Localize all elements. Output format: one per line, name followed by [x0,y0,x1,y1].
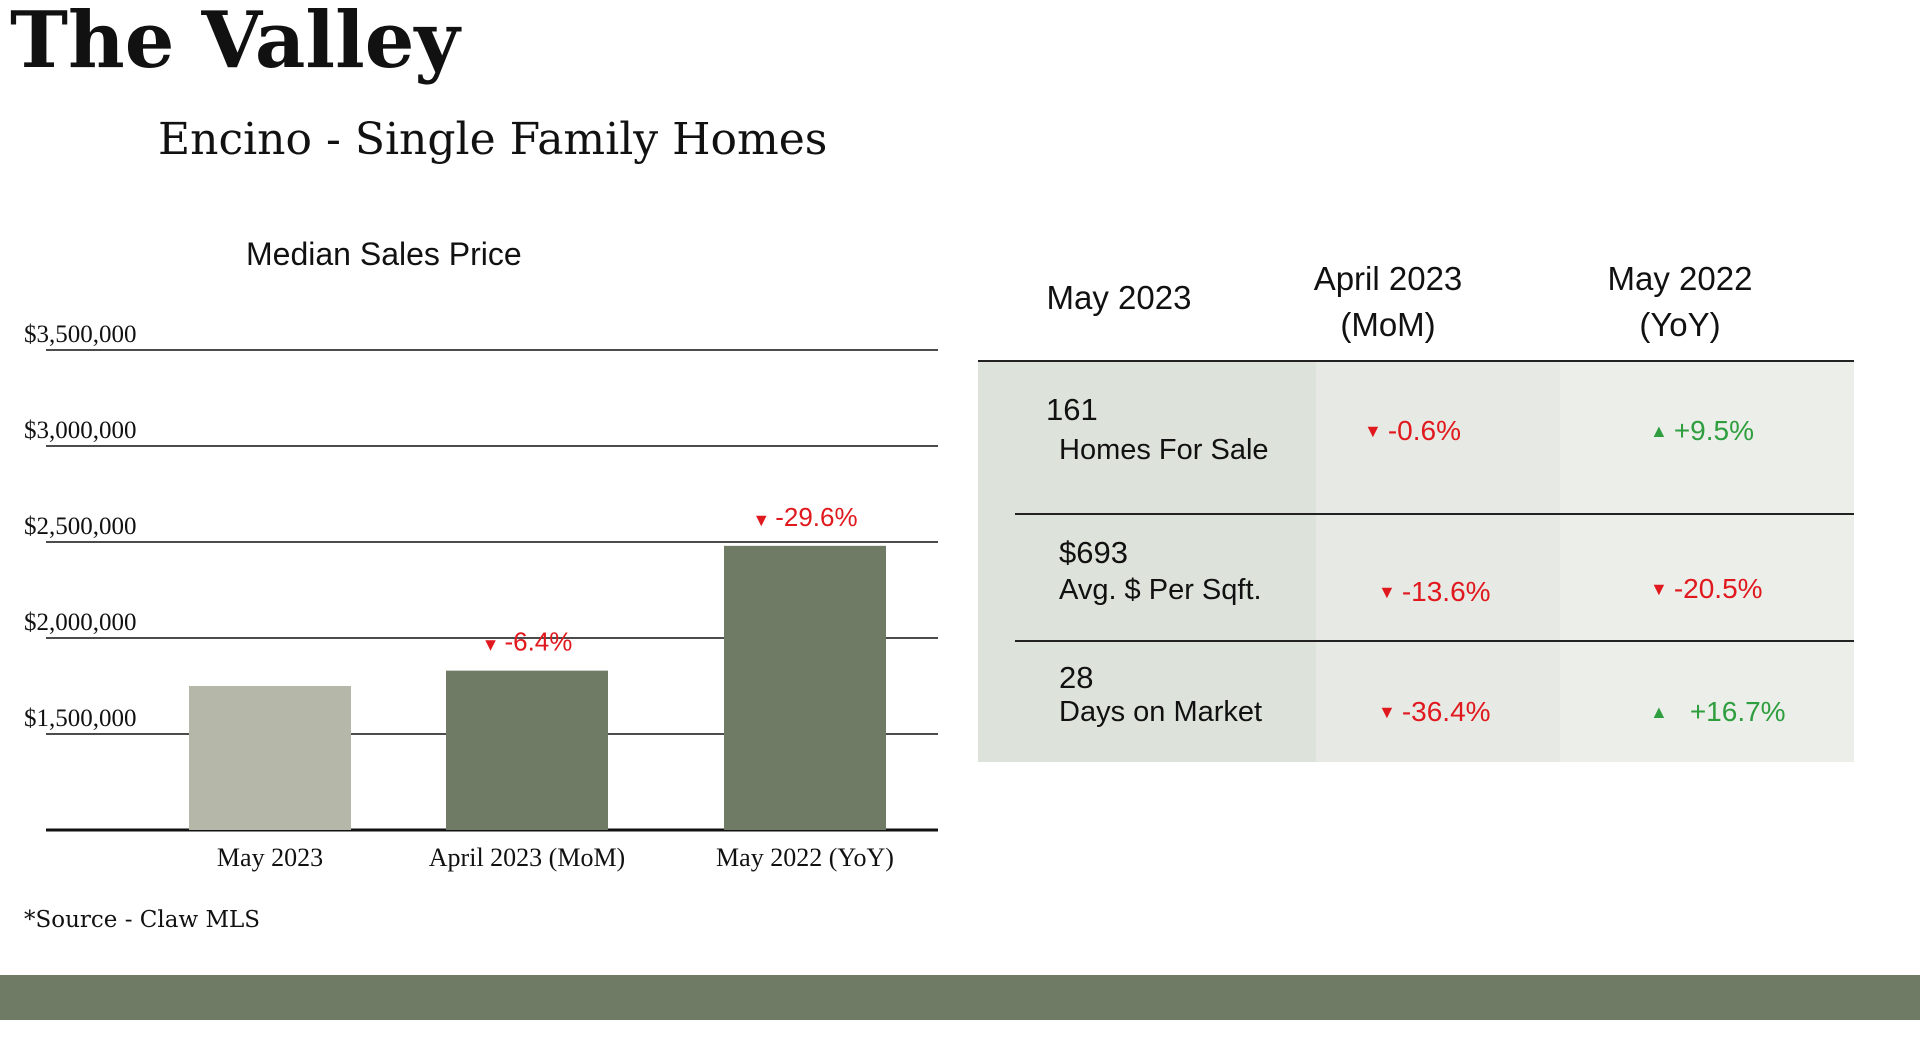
down-arrow-icon: ▼ [1364,421,1382,441]
metric-column-bg [978,362,1316,762]
bar-1 [189,686,351,830]
page-subtitle: Encino - Single Family Homes [158,114,828,165]
price-per-sqft-value: $693 [1059,535,1128,570]
header-divider [978,360,1854,362]
row-divider [1015,640,1854,642]
homes-for-sale-value: 161 [1046,392,1098,427]
price-per-sqft-yoy: ▼ -20.5% [1650,573,1763,605]
days-on-market-label: Days on Market [1059,696,1263,728]
chart-title: Median Sales Price [246,236,522,272]
y-tick-label: $3,000,000 [24,417,137,444]
source-note: *Source - Claw MLS [24,907,261,933]
days-on-market-mom-value: -36.4% [1401,696,1491,727]
price-per-sqft-yoy-value: -20.5% [1673,573,1763,604]
homes-for-sale-mom-value: -0.6% [1387,415,1461,446]
header-current: May 2023 [978,275,1260,321]
x-tick-label: May 2022 (YoY) [716,843,894,872]
data-label-value: -29.6% [775,502,857,532]
header-mom-line2: (MoM) [1340,306,1436,343]
page-title: The Valley [10,0,460,86]
days-on-market-mom: ▼ -36.4% [1378,696,1491,728]
down-arrow-icon: ▼ [1650,579,1668,599]
y-tick-label: $2,000,000 [24,609,137,636]
header-mom: April 2023 (MoM) [1260,256,1516,348]
header-yoy: May 2022 (YoY) [1560,256,1800,348]
homes-for-sale-yoy-value: +9.5% [1673,415,1754,446]
homes-for-sale-mom: ▼ -0.6% [1364,415,1461,447]
homes-for-sale-label: Homes For Sale [1059,434,1269,466]
bar-3 [724,545,886,830]
up-arrow-icon: ▲ [1650,702,1668,722]
yoy-column-bg [1560,362,1854,762]
header-yoy-line2: (YoY) [1639,306,1721,343]
mom-column-bg [1316,362,1560,762]
price-per-sqft-mom-value: -13.6% [1401,576,1491,607]
stats-table: May 2023 April 2023 (MoM) May 2022 (YoY)… [978,250,1854,765]
x-tick-label: April 2023 (MoM) [429,843,625,872]
header-current-label: May 2023 [1046,279,1192,316]
y-tick-label: $3,500,000 [24,321,137,348]
data-label: ▼ -6.4% [482,627,573,657]
footer-bar [0,975,1920,1020]
x-tick-label: May 2023 [217,843,323,872]
data-label-value: -6.4% [504,627,572,657]
header-mom-line1: April 2023 [1313,260,1463,297]
bar-2 [446,670,608,830]
up-arrow-icon: ▲ [1650,421,1668,441]
price-per-sqft-mom: ▼ -13.6% [1378,576,1491,608]
down-arrow-icon: ▼ [1378,702,1396,722]
down-arrow-icon: ▼ [1378,582,1396,602]
data-label: ▼ -29.6% [752,502,857,532]
days-on-market-yoy: ▲ +16.7% [1650,696,1786,728]
down-arrow-icon: ▼ [752,510,775,530]
down-arrow-icon: ▼ [482,635,505,655]
homes-for-sale-yoy: ▲ +9.5% [1650,415,1754,447]
median-price-chart: $1,500,000 $2,000,000 $2,500,000 $3,000,000… [24,321,938,872]
days-on-market-yoy-value: +16.7% [1689,696,1786,727]
days-on-market-value: 28 [1059,660,1094,695]
row-divider [1015,513,1854,515]
price-per-sqft-label: Avg. $ Per Sqft. [1059,574,1262,606]
header-yoy-line1: May 2022 [1607,260,1753,297]
y-tick-label: $1,500,000 [24,705,137,732]
y-tick-label: $2,500,000 [24,513,137,540]
